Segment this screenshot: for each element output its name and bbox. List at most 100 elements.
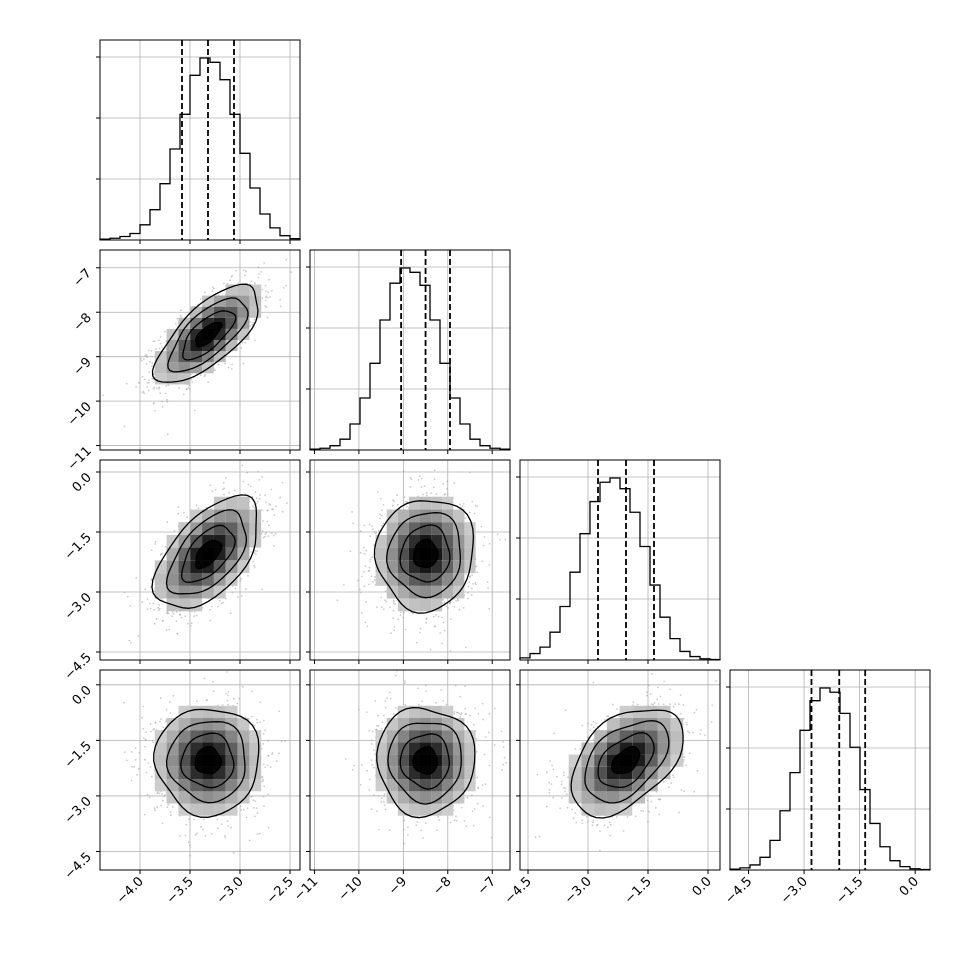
sample-point — [153, 403, 155, 405]
sample-point — [268, 535, 270, 537]
sample-point — [434, 625, 436, 627]
sample-point — [381, 525, 383, 527]
sample-point — [209, 609, 211, 611]
sample-point — [243, 481, 245, 483]
sample-point — [140, 358, 142, 360]
sample-point — [426, 492, 428, 494]
sample-point — [179, 613, 181, 615]
sample-point — [146, 363, 148, 365]
sample-point — [419, 475, 421, 477]
sample-point — [441, 643, 443, 645]
sample-point — [259, 833, 261, 835]
sample-point — [235, 270, 237, 272]
sample-point — [154, 809, 156, 811]
sample-point — [213, 690, 215, 692]
sample-point — [135, 577, 137, 579]
sample-point — [255, 553, 257, 555]
sample-point — [245, 270, 247, 272]
sample-point — [267, 291, 269, 293]
sample-point — [166, 521, 168, 523]
sample-point — [397, 504, 399, 506]
sample-point — [231, 368, 233, 370]
sample-point — [168, 384, 170, 386]
sample-point — [151, 578, 153, 580]
sample-point — [301, 446, 303, 448]
sample-point — [264, 533, 266, 535]
sample-point — [371, 576, 373, 578]
sample-point — [360, 530, 362, 532]
sample-point — [426, 495, 428, 497]
sample-point — [189, 384, 191, 386]
sample-point — [265, 290, 267, 292]
sample-point — [268, 279, 270, 281]
sample-point — [241, 595, 243, 597]
sample-point — [336, 599, 338, 601]
sample-point — [275, 505, 277, 507]
sample-point — [430, 492, 432, 494]
sample-point — [372, 528, 374, 530]
sample-point — [394, 603, 396, 605]
sample-point — [165, 385, 167, 387]
sample-point — [204, 374, 206, 376]
sample-point — [259, 479, 261, 481]
sample-point — [200, 374, 202, 376]
sample-point — [228, 367, 230, 369]
sample-point — [404, 496, 406, 498]
sample-point — [434, 478, 436, 480]
sample-point — [158, 609, 160, 611]
sample-point — [209, 484, 211, 486]
sample-point — [162, 620, 164, 622]
sample-point — [166, 709, 168, 711]
sample-point — [381, 515, 383, 517]
sample-point — [445, 605, 447, 607]
contour-3 — [152, 495, 256, 608]
sample-point — [162, 406, 164, 408]
sample-point — [443, 622, 445, 624]
sample-point — [144, 588, 146, 590]
sample-point — [267, 317, 269, 319]
sample-point — [225, 477, 227, 479]
sample-point — [444, 494, 446, 496]
sample-point — [211, 833, 213, 835]
sample-point — [393, 629, 395, 631]
sample-point — [197, 507, 199, 509]
sample-point — [186, 516, 188, 518]
sample-point — [234, 588, 236, 590]
sample-point — [151, 365, 153, 367]
histogram-3 — [730, 688, 930, 870]
sample-point — [283, 287, 285, 289]
sample-point — [165, 546, 167, 548]
sample-point — [212, 290, 214, 292]
sample-point — [156, 388, 158, 390]
sample-point — [469, 471, 471, 473]
sample-point — [240, 580, 242, 582]
sample-point — [158, 604, 160, 606]
sample-point — [159, 608, 161, 610]
sample-point — [393, 600, 395, 602]
sample-point — [385, 601, 387, 603]
sample-point — [361, 576, 363, 578]
sample-point — [359, 589, 361, 591]
sample-point — [266, 295, 268, 297]
sample-point — [267, 297, 269, 299]
sample-point — [227, 283, 229, 285]
sample-point — [270, 504, 272, 506]
sample-point — [365, 565, 367, 567]
sample-point — [459, 504, 461, 506]
sample-point — [364, 586, 366, 588]
sample-point — [160, 343, 162, 345]
sample-point — [227, 691, 229, 693]
sample-point — [265, 532, 267, 534]
sample-point — [369, 535, 371, 537]
sample-point — [181, 617, 183, 619]
sample-point — [420, 628, 422, 630]
histogram-0 — [100, 58, 300, 240]
sample-point — [212, 491, 214, 493]
sample-point — [155, 541, 157, 543]
sample-point — [256, 497, 258, 499]
sample-point — [412, 613, 414, 615]
sample-point — [203, 819, 205, 821]
sample-point — [472, 583, 474, 585]
sample-point — [474, 513, 476, 515]
sample-point — [475, 505, 477, 507]
